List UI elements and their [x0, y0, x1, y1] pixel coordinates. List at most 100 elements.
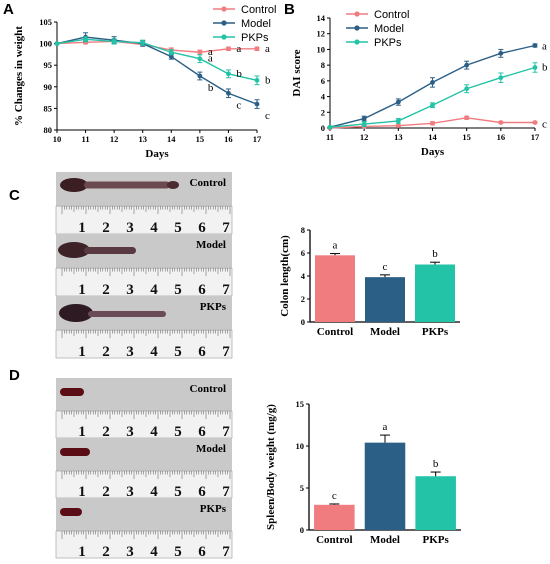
significance-label: a — [208, 46, 213, 58]
data-point-pkps — [498, 75, 504, 81]
y-tick-label: 5 — [300, 483, 304, 493]
y-axis-title: % Changes in weight — [13, 26, 25, 126]
y-tick-label: 4 — [321, 92, 326, 102]
colon-specimen — [84, 181, 170, 189]
ruler-number: 1 — [78, 544, 86, 560]
ruler — [55, 470, 233, 499]
ruler-number: 5 — [174, 484, 182, 500]
x-tick-label: 16 — [224, 134, 233, 144]
ruler-number: 5 — [174, 220, 182, 236]
data-point-control — [464, 115, 470, 121]
ruler-number: 7 — [222, 544, 230, 560]
significance-label: b — [208, 82, 214, 94]
data-point-control — [430, 120, 435, 126]
ruler-number: 3 — [126, 282, 134, 298]
ruler-number: 7 — [222, 282, 230, 298]
photo-row-label-control: Control — [190, 177, 226, 189]
significance-label: a — [333, 240, 338, 252]
photo-row-label-control: Control — [190, 383, 226, 395]
data-point-control — [532, 120, 538, 125]
data-point-model — [464, 62, 470, 68]
ruler-number: 6 — [198, 344, 206, 360]
y-tick-label: 0 — [321, 123, 325, 133]
panel-c-label: C — [9, 187, 20, 204]
spleen-specimen — [60, 388, 84, 396]
series-line-model — [56, 36, 258, 105]
x-axis-title: Days — [421, 146, 445, 158]
y-tick-label: 100 — [39, 39, 52, 49]
x-tick-label: Control — [317, 326, 353, 338]
x-tick-label: PKPs — [423, 534, 450, 546]
data-point-pkps — [197, 56, 203, 62]
x-tick-label: 11 — [82, 134, 90, 144]
data-point-control — [197, 49, 203, 55]
data-point-model — [430, 80, 435, 85]
x-tick-label: 13 — [394, 132, 403, 142]
colon-specimen — [84, 247, 136, 254]
y-tick-label: 4 — [301, 271, 306, 281]
ruler-number: 1 — [78, 424, 86, 440]
ruler-number: 6 — [198, 424, 206, 440]
ruler-number: 6 — [198, 282, 206, 298]
panel-b: B 11 12 13 14 15 16 17 0 2 4 6 8 10 12 14 Days DAI score… — [284, 1, 548, 158]
ruler-number: 2 — [102, 484, 110, 500]
y-tick-label: 95 — [44, 60, 53, 70]
x-tick-label: 10 — [53, 134, 62, 144]
significance-label: b — [433, 458, 439, 470]
data-point-pkps — [395, 118, 401, 124]
data-point-model — [168, 54, 174, 59]
legend-label: Control — [241, 4, 276, 16]
data-point-model — [197, 73, 203, 79]
panel-d-label: D — [9, 367, 20, 384]
ruler-number: 3 — [126, 424, 134, 440]
y-tick-label: 6 — [301, 248, 305, 258]
y-tick-label: 10 — [296, 441, 305, 451]
ruler-number: 7 — [222, 220, 230, 236]
x-tick-label: PKPs — [422, 326, 449, 338]
data-point-control — [254, 46, 260, 52]
colon-specimen — [60, 178, 88, 192]
y-tick-label: 80 — [44, 125, 53, 135]
significance-label: b — [265, 74, 271, 86]
x-tick-label: Control — [316, 534, 352, 546]
x-tick-label: 15 — [196, 134, 205, 144]
legend-swatch-marker — [221, 34, 227, 40]
x-tick-label: 16 — [497, 132, 506, 142]
significance-label: c — [542, 119, 547, 131]
data-point-model — [532, 43, 538, 48]
x-tick-label: Model — [370, 534, 400, 546]
data-point-model — [395, 99, 401, 105]
photo-row-label-pkps: PKPs — [200, 503, 227, 515]
x-tick-label: 12 — [110, 134, 119, 144]
bench-surface — [56, 498, 232, 531]
data-point-pkps — [168, 49, 174, 55]
spleen-specimen — [60, 448, 90, 456]
data-point-pkps — [464, 86, 470, 92]
data-point-control — [498, 120, 504, 125]
data-point-pkps — [361, 121, 367, 127]
x-tick-label: Model — [370, 326, 400, 338]
significance-label: a — [383, 421, 388, 433]
ruler — [55, 205, 233, 235]
ruler — [55, 329, 233, 359]
data-point-model — [226, 90, 231, 96]
colon-specimen — [58, 242, 90, 258]
ruler-number: 6 — [198, 484, 206, 500]
legend-swatch-marker — [221, 6, 227, 12]
ruler-number: 5 — [174, 344, 182, 360]
x-tick-label: 14 — [167, 134, 176, 144]
ruler-number: 4 — [150, 282, 158, 298]
data-point-model — [498, 50, 504, 56]
ruler-number: 2 — [102, 544, 110, 560]
ruler-number: 2 — [102, 344, 110, 360]
x-tick-label: 13 — [138, 134, 147, 144]
ruler-number: 4 — [150, 484, 158, 500]
ruler-number: 3 — [126, 544, 134, 560]
significance-label: b — [236, 68, 242, 80]
ruler-number: 4 — [150, 220, 158, 236]
ruler-number: 1 — [78, 220, 86, 236]
y-tick-label: 90 — [44, 82, 53, 92]
ruler-number: 1 — [78, 344, 86, 360]
